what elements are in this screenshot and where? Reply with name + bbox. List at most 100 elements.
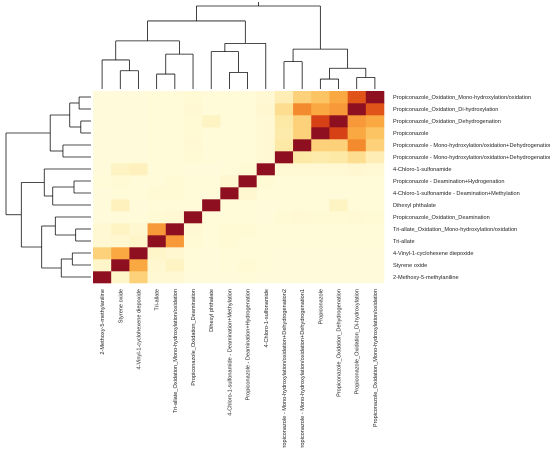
row-label: Dihexyl phthalate: [393, 203, 436, 209]
heatmap-cell: [93, 235, 112, 248]
heatmap-cell: [183, 235, 203, 248]
heatmap-cell: [183, 103, 203, 116]
column-label: Propiconazole - Deamination+Hydrogenatio…: [246, 289, 252, 400]
heatmap-cell: [147, 211, 167, 224]
heatmap-cell: [220, 259, 239, 272]
heatmap-cell: [129, 271, 148, 284]
heatmap-cell: [274, 91, 294, 104]
heatmap-cell: [293, 199, 312, 212]
heatmap-cell: [238, 199, 257, 212]
heatmap-cell: [347, 175, 367, 188]
heatmap-cell: [183, 115, 203, 128]
heatmap-cell: [293, 103, 312, 116]
heatmap-cell: [111, 151, 130, 164]
heatmap-cell: [183, 247, 203, 260]
heatmap-cell: [129, 163, 148, 176]
heatmap-cell: [165, 115, 185, 128]
heatmap-cell: [220, 247, 239, 260]
heatmap-cell: [220, 115, 239, 128]
heatmap-cell: [111, 271, 130, 284]
heatmap-cell: [311, 235, 330, 248]
heatmap-cell: [129, 151, 148, 164]
column-label: Propiconazole_Oxidation_Di-hydroxylation: [355, 289, 361, 394]
heatmap-cell: [238, 175, 257, 188]
heatmap-cell: [93, 115, 112, 128]
heatmap-cell: [165, 127, 185, 140]
heatmap-cell: [147, 163, 167, 176]
heatmap-cell: [311, 151, 330, 164]
row-label: Tri-allate: [393, 239, 415, 245]
heatmap-cell: [165, 223, 185, 236]
column-labels: 2-Methoxy-5-methylaniline Styrene oxide 4-…: [100, 289, 379, 451]
heatmap-cell: [311, 163, 330, 176]
heatmap-cell: [129, 103, 148, 116]
heatmap-cells: [93, 91, 385, 284]
heatmap-cell: [274, 127, 294, 140]
heatmap-cell: [93, 271, 112, 284]
heatmap-cell: [165, 175, 185, 188]
heatmap-cell: [293, 139, 312, 152]
heatmap-cell: [220, 103, 239, 116]
heatmap-cell: [111, 223, 130, 236]
row-label: 2-Methoxy-5-methylaniline: [393, 275, 459, 281]
heatmap-cell: [365, 223, 385, 236]
heatmap-cell: [311, 271, 330, 284]
heatmap-cell: [329, 163, 348, 176]
left-dendrogram: [5, 96, 91, 278]
heatmap-cell: [183, 163, 203, 176]
heatmap-cell: [329, 223, 348, 236]
heatmap-cell: [329, 199, 348, 212]
heatmap-cell: [256, 115, 276, 128]
column-label: 4-Chloro-1-sulfonamide: [264, 289, 270, 347]
heatmap-cell: [365, 211, 385, 224]
heatmap-cell: [293, 163, 312, 176]
heatmap-cell: [274, 139, 294, 152]
heatmap-cell: [293, 259, 312, 272]
heatmap-cell: [274, 103, 294, 116]
heatmap-cell: [202, 259, 221, 272]
heatmap-cell: [347, 139, 367, 152]
heatmap-cell: [93, 223, 112, 236]
heatmap-cell: [365, 91, 385, 104]
heatmap-cell: [111, 91, 130, 104]
heatmap-cell: [329, 211, 348, 224]
heatmap-cell: [365, 199, 385, 212]
heatmap-cell: [238, 163, 257, 176]
heatmap-cell: [311, 223, 330, 236]
heatmap-cell: [365, 127, 385, 140]
heatmap-cell: [365, 139, 385, 152]
heatmap-cell: [202, 139, 221, 152]
heatmap-cell: [347, 163, 367, 176]
heatmap-cell: [220, 187, 239, 200]
heatmap-cell: [93, 247, 112, 260]
heatmap-cell: [329, 259, 348, 272]
heatmap-cell: [93, 211, 112, 224]
column-label: Propiconazole - Mono-hydroxylation/oxida…: [282, 289, 288, 448]
heatmap-cell: [111, 259, 130, 272]
heatmap-cell: [256, 103, 276, 116]
heatmap-cell: [293, 211, 312, 224]
heatmap-cell: [293, 151, 312, 164]
heatmap-cell: [111, 247, 130, 260]
heatmap-cell: [347, 271, 367, 284]
heatmap-cell: [202, 211, 221, 224]
heatmap-cell: [202, 223, 221, 236]
heatmap-cell: [347, 223, 367, 236]
heatmap-cell: [220, 235, 239, 248]
row-label: Propiconazole: [393, 131, 428, 137]
heatmap-cell: [311, 91, 330, 104]
heatmap-cell: [238, 247, 257, 260]
heatmap-cell: [220, 91, 239, 104]
heatmap-cell: [183, 199, 203, 212]
row-label: 4-Chloro-1-sulfonamide: [393, 167, 451, 173]
column-label: Propiconazole_Oxidation_Mono-hydroxylati…: [373, 289, 379, 427]
heatmap-cell: [329, 91, 348, 104]
heatmap-cell: [238, 187, 257, 200]
column-label: Propiconazole_Oxidation_Dehydrogenation: [337, 289, 343, 397]
row-label: Propiconazole_Oxidation_Dehydrogenation: [393, 119, 501, 125]
row-label: 4-Vinyl-1-cyclohexene diepoxide: [393, 251, 473, 257]
heatmap-cell: [93, 127, 112, 140]
heatmap-cell: [293, 91, 312, 104]
heatmap-cell: [238, 235, 257, 248]
heatmap-cell: [93, 103, 112, 116]
